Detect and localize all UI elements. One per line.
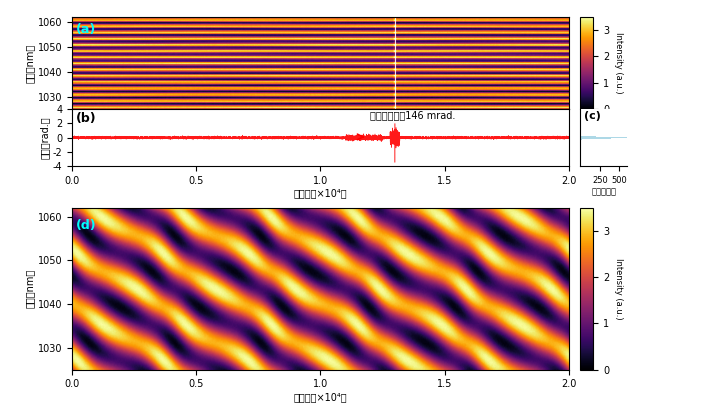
- Text: (b): (b): [76, 112, 96, 125]
- X-axis label: 記録数（×10⁴）: 記録数（×10⁴）: [294, 392, 347, 402]
- Text: (c): (c): [584, 111, 601, 121]
- Y-axis label: 波長（nm）: 波長（nm）: [25, 269, 35, 308]
- X-axis label: 記録数（×10⁴）: 記録数（×10⁴）: [294, 189, 347, 199]
- Y-axis label: Intensity (a.u.): Intensity (a.u.): [614, 258, 623, 320]
- Text: (d): (d): [76, 219, 96, 232]
- Y-axis label: 波長（nm）: 波長（nm）: [25, 43, 35, 83]
- X-axis label: カウント数: カウント数: [591, 187, 616, 197]
- Text: 位相揺らぎ　146 mrad.: 位相揺らぎ 146 mrad.: [370, 110, 456, 120]
- Y-axis label: 位相（rad.）: 位相（rad.）: [40, 116, 50, 159]
- Y-axis label: Intensity (a.u.): Intensity (a.u.): [614, 32, 623, 94]
- Text: (a): (a): [76, 23, 96, 36]
